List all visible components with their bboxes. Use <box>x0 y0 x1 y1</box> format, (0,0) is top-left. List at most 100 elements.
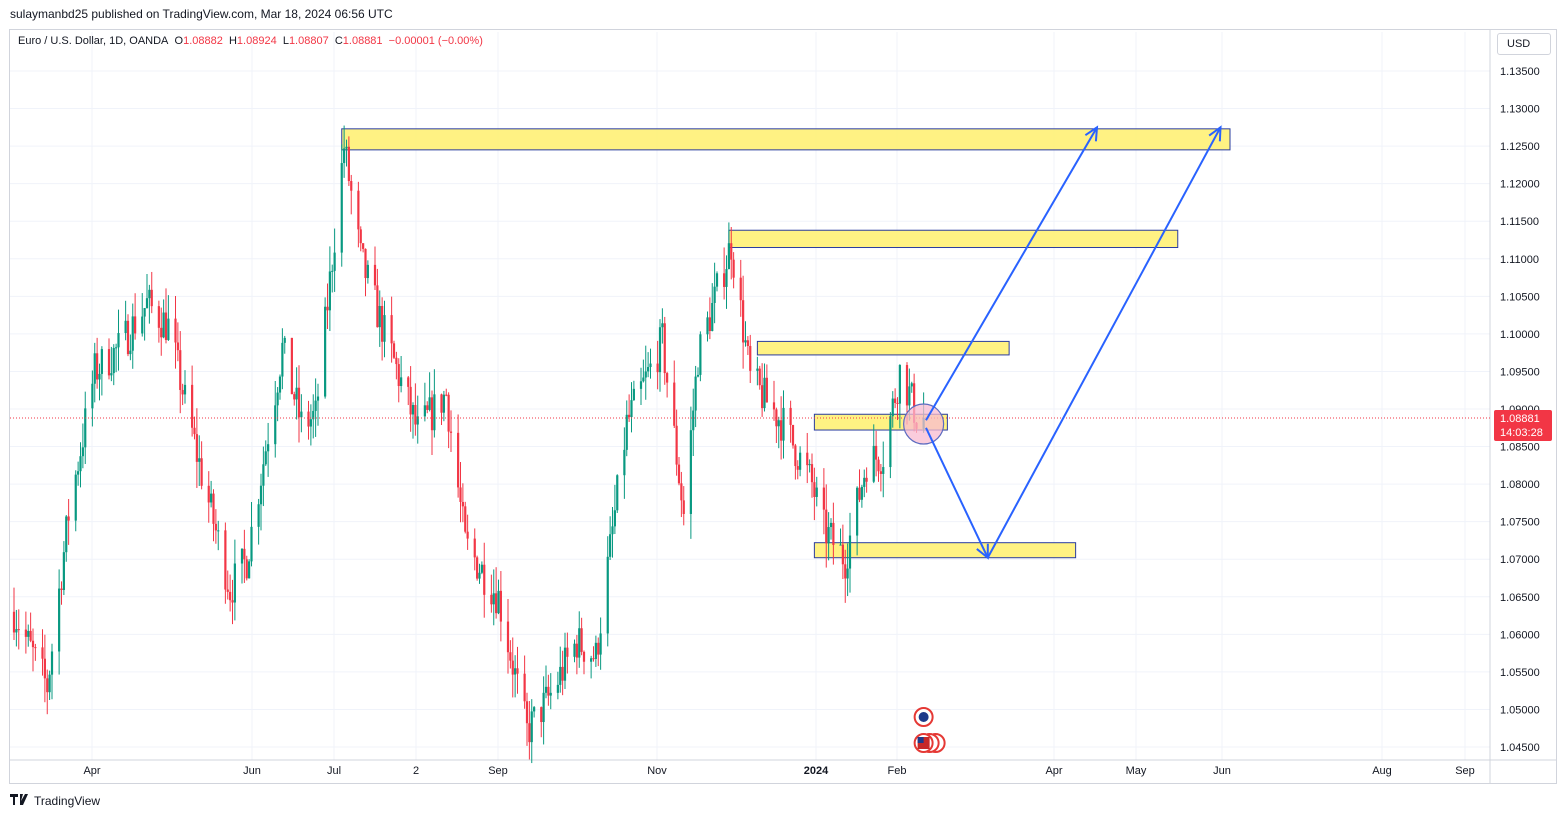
candle-body[interactable] <box>810 464 814 483</box>
candle-body[interactable] <box>628 414 631 418</box>
highlight-circle[interactable] <box>903 403 945 445</box>
candle-body[interactable] <box>791 424 795 446</box>
candle-body[interactable] <box>198 458 201 462</box>
candle-body[interactable] <box>381 305 384 342</box>
candle-body[interactable] <box>84 408 87 448</box>
candle-body[interactable] <box>27 630 30 637</box>
supply-demand-zone[interactable] <box>728 229 1179 249</box>
candle-body[interactable] <box>12 611 16 633</box>
candle-body[interactable] <box>110 373 113 376</box>
candle-body[interactable] <box>725 269 728 287</box>
candle-body[interactable] <box>533 707 536 712</box>
candle-body[interactable] <box>164 312 168 340</box>
supply-demand-zone[interactable] <box>813 542 1077 559</box>
candle-body[interactable] <box>592 658 595 660</box>
candle-body[interactable] <box>124 320 127 334</box>
candle-body[interactable] <box>58 588 61 652</box>
candle-body[interactable] <box>649 363 652 368</box>
candle-body[interactable] <box>739 277 742 301</box>
candle-body[interactable] <box>542 692 545 723</box>
candle-body[interactable] <box>191 384 194 428</box>
candle-body[interactable] <box>167 318 170 340</box>
candle-body[interactable] <box>100 349 103 374</box>
candle-body[interactable] <box>457 432 460 488</box>
candle-body[interactable] <box>262 464 265 486</box>
candle-body[interactable] <box>613 510 616 527</box>
candle-body[interactable] <box>461 501 464 507</box>
candle-body[interactable] <box>772 402 776 410</box>
candle-body[interactable] <box>761 385 764 409</box>
candle-body[interactable] <box>846 568 849 579</box>
candle-body[interactable] <box>528 723 531 743</box>
candle-body[interactable] <box>423 405 426 417</box>
candle-body[interactable] <box>749 345 752 371</box>
candle-body[interactable] <box>248 561 251 579</box>
candle-body[interactable] <box>91 383 94 409</box>
candle-body[interactable] <box>376 285 379 328</box>
candle-body[interactable] <box>274 405 277 445</box>
candle-body[interactable] <box>673 382 676 426</box>
candle-body[interactable] <box>328 271 331 311</box>
candle-body[interactable] <box>875 445 878 460</box>
candle-body[interactable] <box>307 411 310 427</box>
candle-body[interactable] <box>250 526 253 562</box>
supply-demand-zone[interactable] <box>341 128 1231 151</box>
candle-body[interactable] <box>863 477 866 487</box>
candle-body[interactable] <box>67 516 70 521</box>
candle-body[interactable] <box>639 381 643 389</box>
candle-body[interactable] <box>400 377 403 387</box>
candle-body[interactable] <box>777 420 780 427</box>
candle-body[interactable] <box>841 544 844 565</box>
candle-body[interactable] <box>663 323 666 374</box>
candle-body[interactable] <box>879 471 882 474</box>
candle-body[interactable] <box>112 347 115 374</box>
candle-body[interactable] <box>848 535 852 569</box>
candle-body[interactable] <box>708 317 711 332</box>
candle-body[interactable] <box>340 163 343 253</box>
candle-body[interactable] <box>397 364 400 387</box>
candle-body[interactable] <box>746 340 749 346</box>
candle-body[interactable] <box>331 270 334 272</box>
candle-body[interactable] <box>594 642 597 659</box>
candle-body[interactable] <box>390 315 393 344</box>
candle-body[interactable] <box>908 386 911 406</box>
candle-body[interactable] <box>345 146 348 149</box>
candle-body[interactable] <box>134 316 137 334</box>
candle-body[interactable] <box>430 397 434 431</box>
candle-body[interactable] <box>780 420 783 441</box>
candle-body[interactable] <box>609 534 612 557</box>
candle-body[interactable] <box>894 398 897 403</box>
candle-body[interactable] <box>193 427 196 435</box>
candle-body[interactable] <box>495 593 498 614</box>
candle-body[interactable] <box>758 368 761 386</box>
candle-body[interactable] <box>210 493 213 503</box>
candle-body[interactable] <box>428 397 431 410</box>
candle-body[interactable] <box>832 522 835 545</box>
candle-body[interactable] <box>81 447 84 457</box>
candle-body[interactable] <box>556 684 559 693</box>
candle-body[interactable] <box>822 487 825 510</box>
candle-body[interactable] <box>647 367 650 372</box>
candle-body[interactable] <box>825 509 828 544</box>
candle-body[interactable] <box>316 396 320 401</box>
candle-body[interactable] <box>575 643 578 658</box>
candle-body[interactable] <box>29 630 32 641</box>
currency-button[interactable]: USD <box>1497 33 1551 55</box>
candle-body[interactable] <box>179 350 182 390</box>
candle-body[interactable] <box>229 591 232 601</box>
candle-body[interactable] <box>794 445 797 467</box>
candle-body[interactable] <box>283 337 286 343</box>
candle-body[interactable] <box>549 692 552 696</box>
candle-body[interactable] <box>117 333 120 348</box>
candle-body[interactable] <box>476 557 479 579</box>
candle-body[interactable] <box>79 456 82 472</box>
candle-body[interactable] <box>506 621 510 653</box>
candle-body[interactable] <box>742 300 745 343</box>
candle-body[interactable] <box>808 464 811 466</box>
candle-body[interactable] <box>661 323 664 328</box>
candle-body[interactable] <box>544 686 548 693</box>
candle-body[interactable] <box>414 404 417 425</box>
candle-body[interactable] <box>744 340 747 343</box>
candle-body[interactable] <box>459 487 462 502</box>
candle-body[interactable] <box>212 493 215 524</box>
